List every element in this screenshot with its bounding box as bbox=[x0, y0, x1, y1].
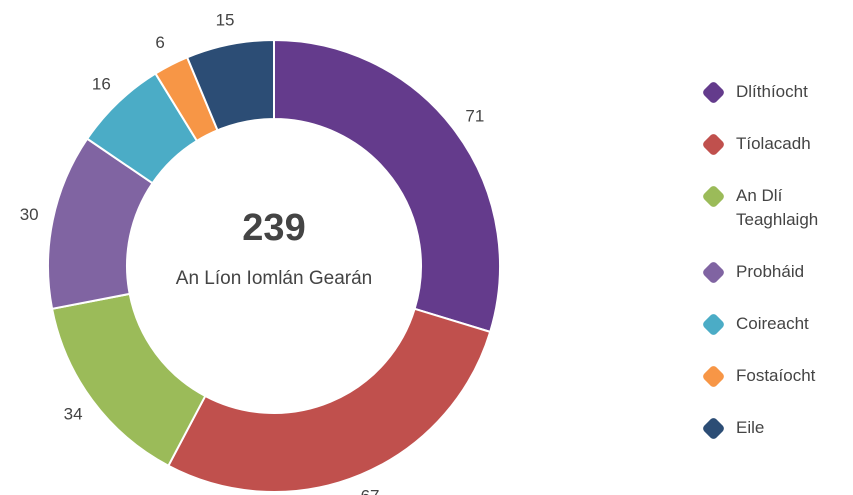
data-label: 34 bbox=[64, 404, 83, 423]
legend-icon bbox=[701, 416, 726, 441]
legend-label: An Dlí Teaghlaigh bbox=[736, 186, 819, 229]
legend-icon bbox=[701, 260, 726, 285]
center-label: An Líon Iomlán Gearán bbox=[176, 268, 372, 289]
legend-label: Coireacht bbox=[736, 314, 809, 333]
legend-icon bbox=[701, 312, 726, 337]
legend-item: Probháid bbox=[701, 260, 853, 285]
legend-icon bbox=[701, 184, 726, 209]
donut-segment bbox=[50, 292, 207, 468]
legend-icon bbox=[701, 364, 726, 389]
legend-item: Dlíthíocht bbox=[701, 80, 853, 105]
legend-label: Tíolacadh bbox=[736, 134, 811, 153]
legend-icon bbox=[701, 80, 726, 105]
legend-item: Fostaíocht bbox=[701, 364, 853, 389]
data-label: 30 bbox=[20, 205, 39, 224]
legend-icon bbox=[701, 132, 726, 157]
donut-chart: 71 67 34 30 16 6 15 239 An Líon Iomlán Gearán bbox=[20, 10, 501, 495]
legend-label: Eile bbox=[736, 418, 765, 437]
legend-label: Probháid bbox=[736, 262, 805, 281]
legend-item: An Dlí Teaghlaigh bbox=[701, 184, 853, 232]
data-label: 67 bbox=[361, 486, 380, 495]
legend-item: Tíolacadh bbox=[701, 132, 853, 157]
data-label: 6 bbox=[155, 33, 164, 52]
data-label: 15 bbox=[216, 10, 235, 29]
data-label: 16 bbox=[92, 75, 111, 94]
donut-segment bbox=[185, 38, 275, 132]
legend-label: Fostaíocht bbox=[736, 366, 816, 385]
total: 239 bbox=[242, 207, 305, 249]
legend: Dlíthíocht Tíolacadh An Dlí Teaghlaigh Prob… bbox=[701, 80, 853, 441]
data-label: 71 bbox=[465, 107, 484, 126]
donut-segment bbox=[273, 38, 501, 334]
donut-segment bbox=[167, 307, 492, 493]
legend-item: Eile bbox=[701, 416, 853, 441]
legend-label: Dlíthíocht bbox=[736, 82, 808, 101]
legend-item: Coireacht bbox=[701, 312, 853, 337]
